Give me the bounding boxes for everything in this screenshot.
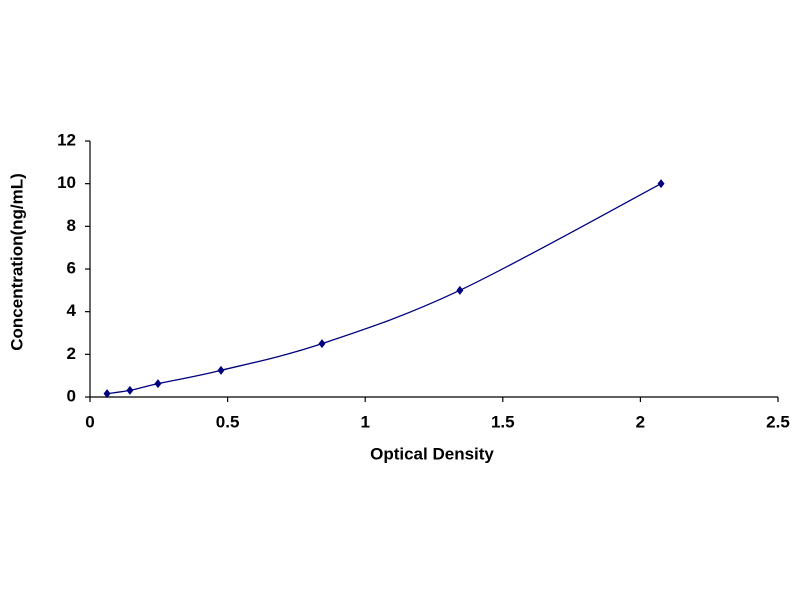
y-axis-title: Concentration(ng/mL) (7, 173, 26, 351)
point (103, 389, 111, 399)
y-tick-label: 8 (67, 216, 76, 235)
x-tick-label: 2 (636, 412, 645, 431)
x-tick-label: 0 (85, 412, 94, 431)
x-tick-label: 2.5 (766, 412, 790, 431)
point (154, 379, 162, 389)
point (456, 285, 464, 295)
point (217, 365, 225, 375)
point (318, 339, 326, 349)
y-tick-label: 12 (57, 130, 76, 149)
x-tick-label: 1.5 (491, 412, 515, 431)
x-tick-label: 0.5 (216, 412, 240, 431)
fit-curve (106, 183, 662, 395)
point (126, 385, 134, 395)
x-axis-title: Optical Density (370, 444, 494, 463)
point (657, 179, 665, 189)
y-tick-label: 0 (67, 386, 76, 405)
y-tick-label: 4 (67, 301, 77, 320)
y-tick-label: 10 (57, 173, 76, 192)
y-tick-label: 2 (67, 344, 76, 363)
y-tick-label: 6 (67, 258, 76, 277)
x-tick-label: 1 (360, 412, 369, 431)
